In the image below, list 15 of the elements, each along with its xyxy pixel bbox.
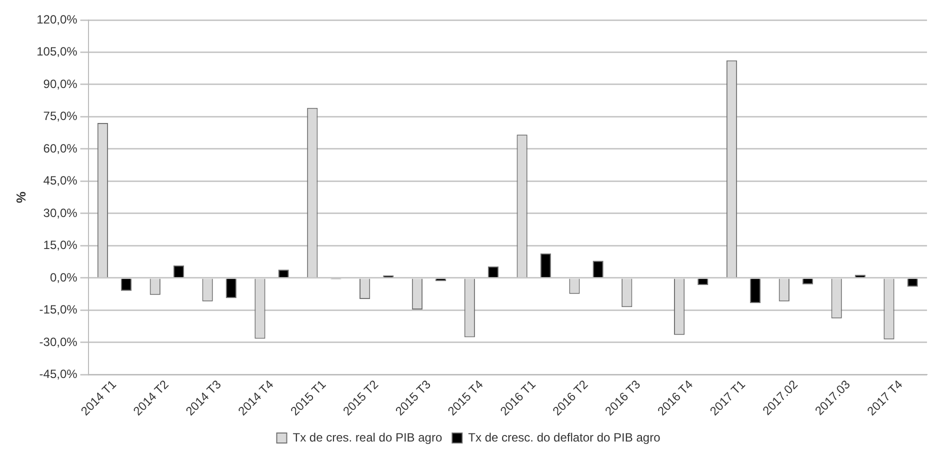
y-tick-label: 60,0% <box>43 141 78 156</box>
legend-label: Tx de cresc. do deflator do PIB agro <box>468 430 661 444</box>
y-tick-label: 15,0% <box>43 238 78 252</box>
y-tick-label: 105,0% <box>36 44 78 59</box>
y-tick-label: 75,0% <box>43 109 78 124</box>
y-tick-label: 0,0% <box>50 270 78 284</box>
y-tick-label: 90,0% <box>43 76 78 91</box>
y-tick-label: 30,0% <box>43 206 78 220</box>
legend-label: Tx de cres. real do PIB agro <box>292 430 442 444</box>
y-tick-label: 45,0% <box>43 174 78 188</box>
y-tick-label: -15,0% <box>39 302 78 317</box>
y-tick-label: 120,0% <box>36 12 78 26</box>
y-tick-label: -45,0% <box>39 366 78 381</box>
y-tick-label: -30,0% <box>39 334 78 349</box>
y-axis-title: % <box>13 191 28 204</box>
